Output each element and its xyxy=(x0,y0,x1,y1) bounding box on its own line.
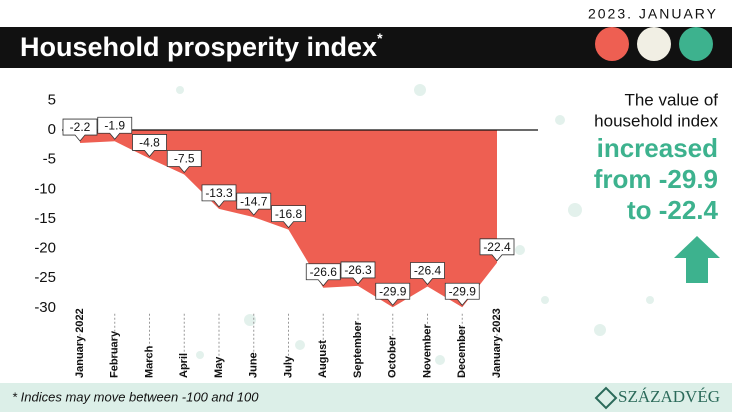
value-label: -1.9 xyxy=(97,116,133,140)
value-text: -22.4 xyxy=(483,240,511,254)
side-note: The value of household index increasedfrom… xyxy=(594,90,719,224)
label-box xyxy=(410,262,445,286)
label-box xyxy=(271,205,306,229)
label-box xyxy=(375,282,411,306)
y-tick-label: -25 xyxy=(34,269,56,286)
value-label: -26.3 xyxy=(340,261,376,285)
value-label: -29.9 xyxy=(444,282,480,306)
x-tick-label: November xyxy=(421,323,433,378)
x-tick-label: February xyxy=(109,330,121,378)
value-label: -13.3 xyxy=(201,184,237,208)
value-text: -26.3 xyxy=(344,263,372,277)
side-text: household index xyxy=(594,111,718,130)
value-label: -26.4 xyxy=(410,262,445,286)
value-label: -26.6 xyxy=(305,263,341,287)
x-tick-label: January 2023 xyxy=(491,308,503,378)
side-highlight: increased xyxy=(597,133,718,163)
label-box xyxy=(62,118,98,142)
label-box xyxy=(201,184,237,208)
value-label: -14.7 xyxy=(236,192,272,216)
value-label: -7.5 xyxy=(166,150,202,174)
plot: 5 0 -5 -10 -15 -20 -25 -30 January 2022 -2.2 Febru… xyxy=(34,91,538,378)
y-tick-label: 5 xyxy=(48,91,56,108)
y-tick-label: -5 xyxy=(43,151,56,168)
value-label: -4.8 xyxy=(132,134,167,158)
value-text: -4.8 xyxy=(139,136,160,150)
value-text: -29.9 xyxy=(449,284,477,298)
logo-mark xyxy=(594,386,618,410)
x-tick-label: August xyxy=(317,340,329,378)
x-tick-label: December xyxy=(456,324,468,378)
label-box xyxy=(340,261,376,285)
x-tick-label: March xyxy=(143,345,155,378)
side-highlight: to -22.4 xyxy=(627,195,719,225)
y-tick-label: -30 xyxy=(34,299,56,316)
y-tick-label: 0 xyxy=(48,121,56,138)
y-tick-label: -20 xyxy=(34,240,56,257)
icon-teal xyxy=(679,27,713,61)
value-text: -7.5 xyxy=(174,152,195,166)
title: Household prosperity index* xyxy=(20,30,383,62)
footnote: * Indices may move between -100 and 100 xyxy=(12,389,259,404)
value-text: -1.9 xyxy=(104,118,125,132)
side-text: The value of xyxy=(624,90,718,109)
background-dots xyxy=(176,84,654,365)
value-label: -22.4 xyxy=(479,238,515,262)
value-label: -16.8 xyxy=(271,205,306,229)
icon-red xyxy=(595,27,629,61)
logo: SZÁZADVÉG xyxy=(618,387,720,406)
value-text: -26.4 xyxy=(414,264,442,278)
title-text: Household prosperity index xyxy=(20,32,377,62)
side-highlight: from -29.9 xyxy=(594,164,718,194)
y-tick-label: -15 xyxy=(34,210,56,227)
value-text: -26.6 xyxy=(310,265,338,279)
label-box xyxy=(444,282,480,306)
x-tick-label: October xyxy=(387,335,399,378)
footer-bar xyxy=(0,383,732,412)
date: 2023. JANUARY xyxy=(588,6,718,22)
x-tick-label: January 2022 xyxy=(74,308,86,378)
value-label: -29.9 xyxy=(375,282,411,306)
title-mark: * xyxy=(377,30,383,46)
up-arrow xyxy=(674,236,720,283)
label-box xyxy=(166,150,202,174)
x-tick-label: May xyxy=(213,356,225,378)
x-tick-label: September xyxy=(352,320,364,378)
label-box xyxy=(305,263,341,287)
value-text: -16.8 xyxy=(275,207,303,221)
x-tick-label: June xyxy=(248,352,260,378)
x-tick-label: April xyxy=(178,353,190,378)
y-tick-label: -10 xyxy=(34,180,56,197)
value-label: -2.2 xyxy=(62,118,98,142)
value-text: -13.3 xyxy=(205,186,233,200)
label-box xyxy=(236,192,272,216)
value-text: -29.9 xyxy=(379,284,407,298)
value-text: -2.2 xyxy=(70,120,91,134)
x-tick-label: July xyxy=(282,355,294,378)
value-text: -14.7 xyxy=(240,194,268,208)
label-box xyxy=(97,116,133,140)
icon-cream xyxy=(637,27,671,61)
label-box xyxy=(479,238,515,262)
label-box xyxy=(132,134,167,158)
